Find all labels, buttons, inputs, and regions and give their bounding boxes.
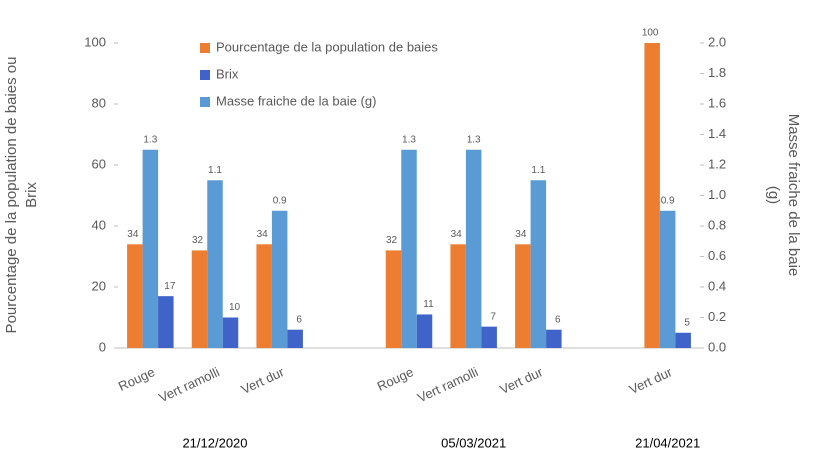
y-axis-title-line: Pourcentage de la population de baies ou xyxy=(3,57,20,334)
y-axis-title: Pourcentage de la population de baies ou… xyxy=(3,57,40,334)
group-label: 05/03/2021 xyxy=(441,435,506,450)
data-label: 32 xyxy=(386,235,398,246)
y2-tick-label: 0.0 xyxy=(708,339,726,354)
bar xyxy=(416,314,433,348)
bar xyxy=(481,326,497,348)
y-tick-label: 20 xyxy=(92,278,106,293)
data-label: 6 xyxy=(296,314,302,325)
bar xyxy=(530,180,547,348)
y2-axis-title-line: (g) xyxy=(765,186,782,204)
data-label: 6 xyxy=(555,314,561,325)
group-label: 21/04/2021 xyxy=(635,435,700,450)
y2-tick-label: 2.0 xyxy=(708,34,726,49)
legend-label: Brix xyxy=(216,66,239,81)
data-label: 1.1 xyxy=(531,165,545,176)
data-label: 11 xyxy=(423,299,434,310)
x-tick-label: Vert dur xyxy=(627,364,675,397)
data-label: 1.1 xyxy=(208,165,222,176)
bar xyxy=(401,149,417,348)
y2-tick-label: 1.4 xyxy=(708,126,726,141)
legend-swatch xyxy=(200,70,210,80)
data-label: 34 xyxy=(515,229,527,240)
y2-axis-title-line: Masse fraiche de la baie xyxy=(785,114,802,277)
y2-axis-title: Masse fraiche de la baie(g) xyxy=(765,114,802,277)
bar xyxy=(515,244,531,348)
bar xyxy=(644,43,660,348)
y-tick-label: 60 xyxy=(92,156,106,171)
data-label: 7 xyxy=(490,311,496,322)
bar xyxy=(271,210,288,348)
data-label: 1.3 xyxy=(143,134,157,145)
x-tick-label: Rouge xyxy=(116,364,157,394)
data-label: 0.9 xyxy=(661,195,675,206)
data-label: 32 xyxy=(192,235,204,246)
y-tick-label: 100 xyxy=(84,34,106,49)
legend-swatch xyxy=(200,97,210,107)
data-label: 100 xyxy=(642,28,659,39)
x-tick-label: Vert dur xyxy=(239,364,287,397)
bar xyxy=(675,332,691,348)
bar xyxy=(191,250,208,348)
bar xyxy=(659,210,676,348)
bar xyxy=(450,244,466,348)
data-label: 10 xyxy=(229,302,241,313)
x-tick-label: Vert ramolli xyxy=(415,364,480,405)
data-label: 1.3 xyxy=(467,134,481,145)
bar xyxy=(127,244,143,348)
y-tick-label: 0 xyxy=(99,339,106,354)
legend-swatch xyxy=(200,43,210,53)
data-label: 17 xyxy=(164,281,176,292)
bar xyxy=(207,180,223,348)
bar xyxy=(385,250,402,348)
y2-tick-label: 1.6 xyxy=(708,95,726,110)
bar xyxy=(287,329,303,348)
x-tick-label: Rouge xyxy=(375,364,416,394)
y2-tick-label: 0.8 xyxy=(708,217,726,232)
bar xyxy=(256,244,272,348)
data-label: 34 xyxy=(127,229,139,240)
x-tick-label: Vert dur xyxy=(497,364,545,397)
data-label: 34 xyxy=(257,229,269,240)
y2-tick-label: 0.2 xyxy=(708,309,726,324)
bar xyxy=(465,149,482,348)
bar xyxy=(546,329,562,348)
y2-tick-label: 1.2 xyxy=(708,156,726,171)
y2-tick-label: 1.8 xyxy=(708,65,726,80)
y2-tick-label: 0.6 xyxy=(708,248,726,263)
data-label: 1.3 xyxy=(402,134,416,145)
group-label: 21/12/2020 xyxy=(182,435,247,450)
data-label: 5 xyxy=(684,317,690,328)
data-label: 34 xyxy=(451,229,463,240)
bar xyxy=(158,296,174,348)
x-tick-label: Vert ramolli xyxy=(156,364,221,405)
y2-tick-label: 0.4 xyxy=(708,278,726,293)
bar xyxy=(222,317,239,348)
legend-label: Pourcentage de la population de baies xyxy=(216,39,438,54)
legend-label: Masse fraiche de la baie (g) xyxy=(216,93,376,108)
y-tick-label: 80 xyxy=(92,95,106,110)
y2-tick-label: 1.0 xyxy=(708,187,726,202)
y-tick-label: 40 xyxy=(92,217,106,232)
data-label: 0.9 xyxy=(273,195,287,206)
y-axis-title-line: Brix xyxy=(23,182,40,208)
bar xyxy=(142,149,159,348)
